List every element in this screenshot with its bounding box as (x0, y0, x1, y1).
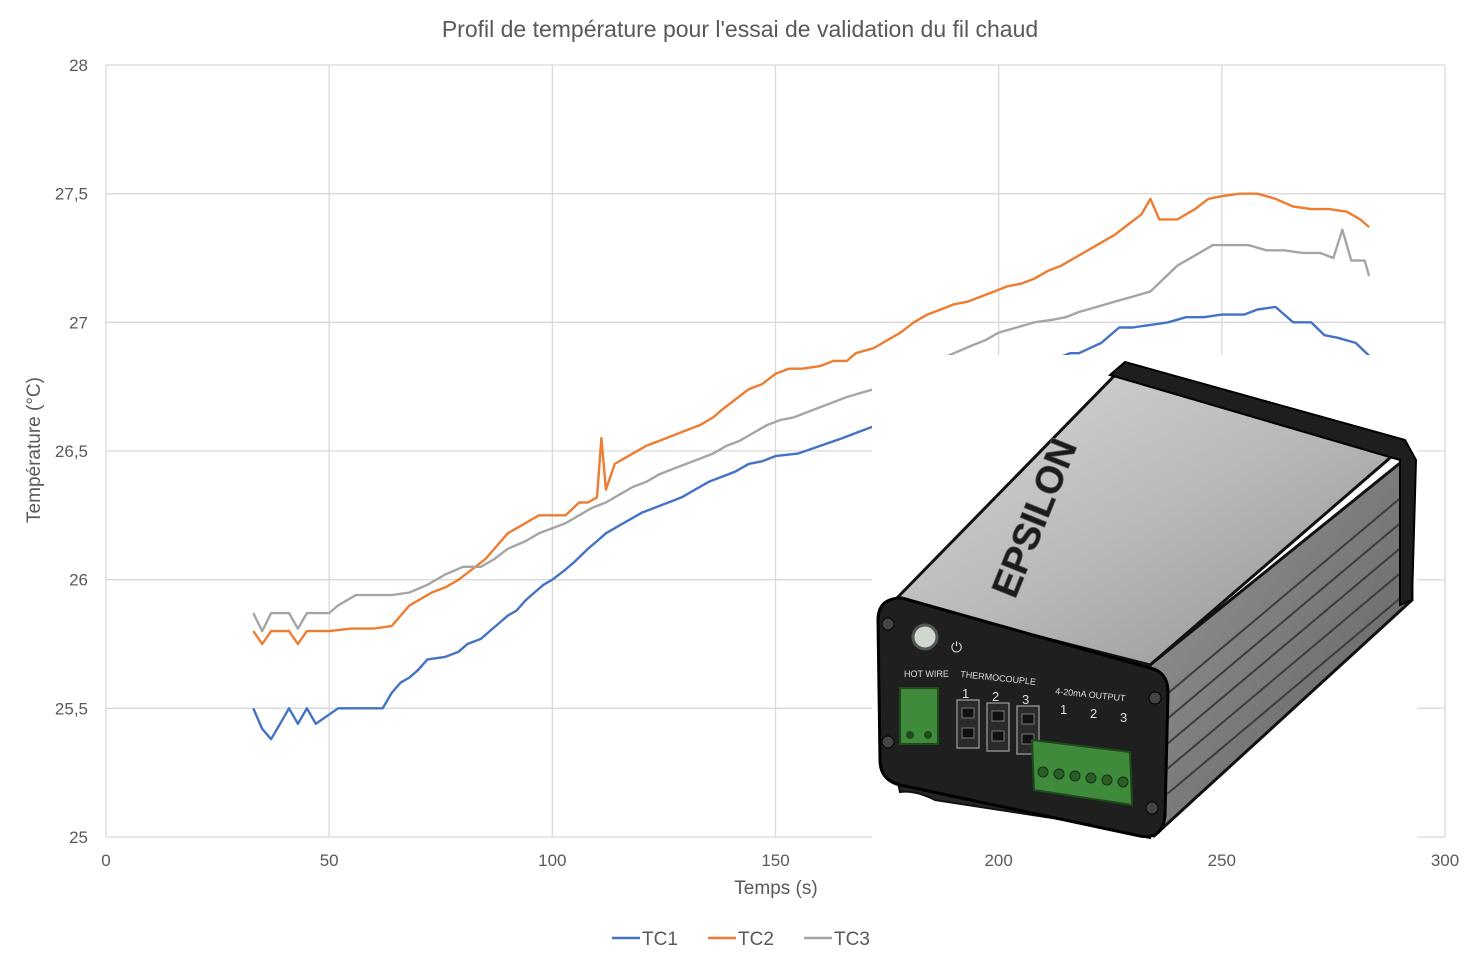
front-screw-icon (881, 735, 895, 749)
legend-label: TC1 (642, 929, 678, 950)
power-led-icon (911, 623, 939, 651)
y-tick-label: 25 (69, 828, 88, 847)
y-tick-label: 27,5 (55, 185, 88, 204)
thermocouple-port (956, 699, 980, 749)
device-side-ribs (1159, 489, 1411, 801)
thermocouple-number: 2 (992, 689, 999, 704)
port-slot-icon (961, 727, 975, 739)
y-axis-title: Température (°C) (24, 377, 45, 523)
terminal-screw-icon (1037, 766, 1049, 778)
thermocouple-number: 1 (962, 686, 969, 701)
thermocouple-number: 3 (1022, 692, 1029, 707)
x-tick-label: 250 (1208, 851, 1236, 870)
front-screw-icon (1148, 691, 1162, 705)
series-line-tc1 (252, 305, 1370, 741)
x-tick-label: 100 (538, 851, 566, 870)
output-number: 1 (1060, 702, 1067, 717)
series-line-tc3 (252, 228, 1371, 633)
x-tick-label: 150 (761, 851, 789, 870)
legend-label: TC2 (738, 929, 774, 950)
series-line-tc2 (252, 192, 1370, 646)
x-tick-label: 300 (1431, 851, 1459, 870)
hot-wire-label: HOT WIRE (904, 669, 949, 679)
y-tick-label: 26,5 (55, 442, 88, 461)
thermocouple-ports: 1 2 3 (956, 686, 1040, 755)
hot-wire-terminal (899, 687, 939, 745)
chart-title: Profil de température pour l'essai de va… (442, 16, 1038, 42)
terminal-screw-icon (1101, 774, 1113, 786)
output-terminal-block (1030, 738, 1134, 807)
output-channel-numbers: 1 2 3 (1060, 702, 1127, 725)
y-tick-label: 27 (69, 313, 88, 332)
chart-legend: TC1 TC2 TC3 (612, 929, 870, 950)
port-slot-icon (1021, 733, 1035, 745)
terminal-screw-icon (924, 731, 932, 739)
front-screw-icon (1145, 801, 1159, 815)
x-axis-title: Temps (s) (734, 878, 817, 899)
terminal-screw-icon (1053, 768, 1065, 780)
device-back-cap (1107, 360, 1418, 607)
terminal-screw-icon (1117, 776, 1129, 788)
power-symbol-icon: ⏻ (951, 639, 962, 655)
thermocouple-port (986, 702, 1010, 752)
output-terminal-screws (1037, 766, 1129, 788)
terminal-screw-icon (906, 731, 914, 739)
port-slot-icon (961, 707, 975, 719)
y-axis-ticks: 25 25,5 26 26,5 27 27,5 28 (55, 56, 88, 847)
x-tick-label: 200 (984, 851, 1012, 870)
port-slot-icon (1021, 713, 1035, 725)
y-tick-label: 28 (69, 56, 88, 75)
port-slot-icon (991, 710, 1005, 722)
x-tick-label: 50 (320, 851, 339, 870)
y-tick-label: 26 (69, 571, 88, 590)
chart-series (252, 192, 1371, 741)
x-tick-label: 0 (101, 851, 110, 870)
output-number: 2 (1090, 706, 1097, 721)
output-number: 3 (1120, 710, 1127, 725)
legend-label: TC3 (834, 929, 870, 950)
port-slot-icon (991, 730, 1005, 742)
y-tick-label: 25,5 (55, 699, 88, 718)
x-axis-ticks: 0 50 100 150 200 250 300 (101, 851, 1459, 870)
terminal-screw-icon (1085, 772, 1097, 784)
front-screw-icon (881, 617, 895, 631)
terminal-screw-icon (1069, 770, 1081, 782)
